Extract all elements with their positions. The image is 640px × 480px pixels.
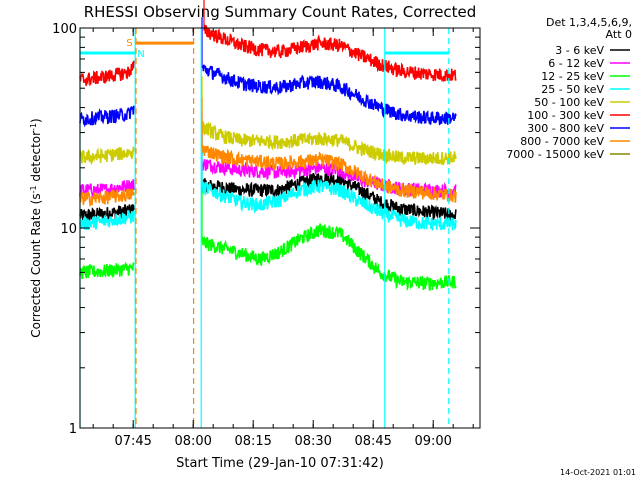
legend-label: 100 - 300 keV xyxy=(527,109,604,122)
y-axis-label-main: Corrected Count Rate (s xyxy=(29,193,43,337)
x-axis: 07:45 08:00 08:15 08:30 08:45 09:00 xyxy=(92,28,474,449)
series-12-25-kev-segment-1 xyxy=(79,261,135,280)
legend-label: 3 - 6 keV xyxy=(555,44,604,57)
series-300-800-kev-segment-2 xyxy=(201,64,457,126)
y-axis-label-sup1: -1 xyxy=(29,185,38,193)
y-axis-label-mid: detector xyxy=(29,131,43,186)
series-800-7000-kev-segment-2 xyxy=(201,144,457,203)
series-12-25-kev-segment-2 xyxy=(201,223,457,292)
x-tick-label: 09:00 xyxy=(414,434,451,449)
legend-label: 300 - 800 keV xyxy=(527,122,604,135)
timestamp: 14-Oct-2021 01:01 xyxy=(560,468,636,477)
y-axis-label: Corrected Count Rate (s-1 detector-1) xyxy=(29,118,44,337)
series-50-100-kev-segment-2 xyxy=(201,120,457,166)
series-25-50-kev-segment-2 xyxy=(201,178,457,231)
legend-header-line-1: Det 1,3,4,5,6,9, xyxy=(546,16,632,29)
flag-label-n: N xyxy=(137,49,144,60)
y-axis-label-sup2: -1 xyxy=(29,123,38,131)
series-50-100-kev-segment-1 xyxy=(79,146,135,166)
y-axis: 1 10 100 xyxy=(52,22,480,437)
chart-title: RHESSI Observing Summary Count Rates, Co… xyxy=(84,3,477,21)
series-6-12-kev-segment-2 xyxy=(201,159,457,199)
series-3-6-kev-segment-2 xyxy=(201,171,457,221)
series-25-50-kev-segment-1 xyxy=(79,210,135,231)
flag-bars-layer: SN xyxy=(80,38,449,60)
x-tick-label: 08:30 xyxy=(294,434,331,449)
y-tick-label: 1 xyxy=(69,422,77,437)
legend-label: 50 - 100 keV xyxy=(534,96,604,109)
x-tick-label: 08:00 xyxy=(174,434,211,449)
legend-label: 12 - 25 keV xyxy=(541,70,604,83)
legend-label: 7000 - 15000 keV xyxy=(506,148,604,161)
x-tick-label: 07:45 xyxy=(114,434,151,449)
plot-series-layer xyxy=(79,0,457,292)
series-300-800-kev-segment-1 xyxy=(79,105,135,128)
series-100-300-kev-segment-1 xyxy=(79,60,135,87)
legend-label: 6 - 12 keV xyxy=(548,57,604,70)
x-axis-label: Start Time (29-Jan-10 07:31:42) xyxy=(176,456,384,471)
series-3-6-kev-segment-1 xyxy=(79,204,135,221)
y-tick-label: 100 xyxy=(52,22,77,37)
legend-label: 25 - 50 keV xyxy=(541,83,604,96)
y-axis-label-end: ) xyxy=(29,118,43,123)
legend-header-line-2: Att 0 xyxy=(606,28,632,41)
flag-label-s: S xyxy=(126,38,132,49)
legend-label: 800 - 7000 keV xyxy=(520,135,604,148)
x-tick-label: 08:15 xyxy=(234,434,271,449)
x-tick-label: 08:45 xyxy=(354,434,391,449)
y-tick-label: 10 xyxy=(60,222,77,237)
series-100-300-kev-segment-2 xyxy=(203,24,457,83)
series-800-7000-kev-segment-1 xyxy=(79,188,135,208)
